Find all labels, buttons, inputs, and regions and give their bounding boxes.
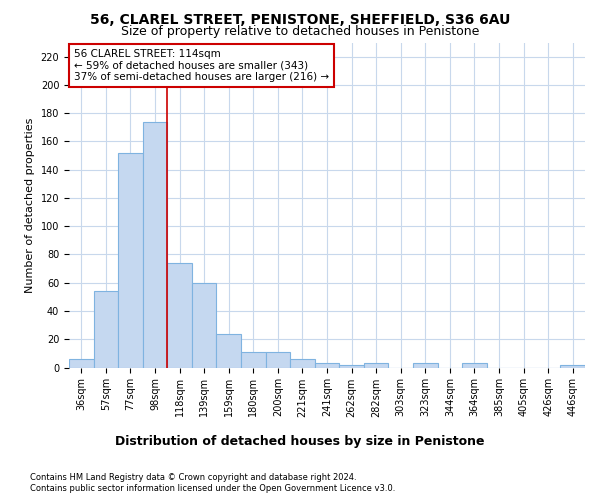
Text: 56, CLAREL STREET, PENISTONE, SHEFFIELD, S36 6AU: 56, CLAREL STREET, PENISTONE, SHEFFIELD,… xyxy=(90,12,510,26)
Bar xyxy=(290,359,315,368)
Bar xyxy=(217,334,241,368)
Bar xyxy=(560,364,585,368)
Bar xyxy=(364,364,388,368)
Bar xyxy=(413,364,437,368)
Text: Contains HM Land Registry data © Crown copyright and database right 2024.: Contains HM Land Registry data © Crown c… xyxy=(30,472,356,482)
Bar xyxy=(266,352,290,368)
Bar xyxy=(339,364,364,368)
Bar xyxy=(462,364,487,368)
Bar xyxy=(69,359,94,368)
Bar xyxy=(94,291,118,368)
Bar xyxy=(167,263,192,368)
Text: Distribution of detached houses by size in Penistone: Distribution of detached houses by size … xyxy=(115,435,485,448)
Bar xyxy=(315,364,339,368)
Bar xyxy=(118,152,143,368)
Y-axis label: Number of detached properties: Number of detached properties xyxy=(25,118,35,292)
Bar xyxy=(143,122,167,368)
Text: 56 CLAREL STREET: 114sqm
← 59% of detached houses are smaller (343)
37% of semi-: 56 CLAREL STREET: 114sqm ← 59% of detach… xyxy=(74,49,329,82)
Text: Size of property relative to detached houses in Penistone: Size of property relative to detached ho… xyxy=(121,25,479,38)
Bar xyxy=(241,352,266,368)
Bar xyxy=(192,282,217,368)
Text: Contains public sector information licensed under the Open Government Licence v3: Contains public sector information licen… xyxy=(30,484,395,493)
